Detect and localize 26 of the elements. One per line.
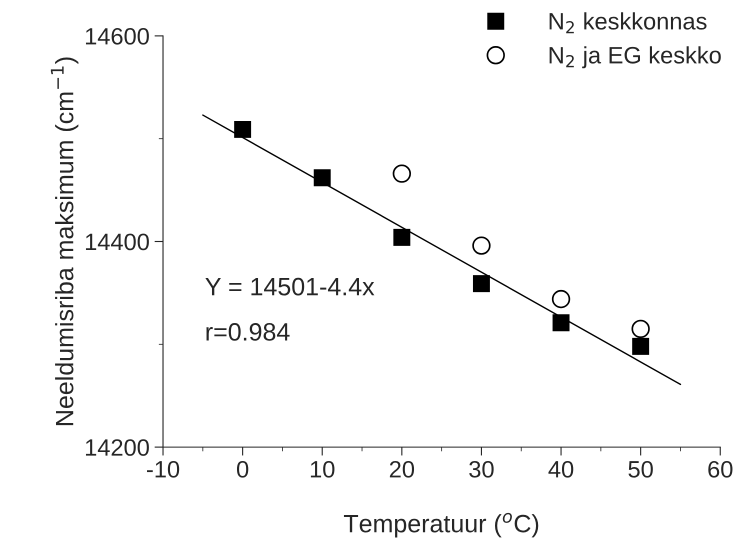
annotation: r=0.984 — [206, 323, 290, 341]
y-tick-label: 14400 — [86, 234, 149, 250]
point — [472, 236, 491, 255]
x-tick-label: 30 — [469, 460, 494, 478]
point — [552, 290, 570, 308]
y-tick-label: 14200 — [86, 439, 149, 456]
x-axis-title: Temperatuur ($^{o}$C) — [344, 512, 538, 538]
y-axis-title: Neeldumisriba maksimum (cm$^{−1}$) — [50, 57, 78, 426]
legend-label: N$_{2}$ ja EG keskko — [550, 46, 721, 68]
legend-label: N$_{2}$ keskkonnas — [550, 12, 707, 34]
x-tick-label: 60 — [708, 460, 732, 478]
x-tick-label: 10 — [310, 460, 334, 478]
point — [393, 228, 410, 246]
point — [392, 164, 411, 183]
x-tick-label: 50 — [628, 460, 653, 478]
y-tick-label: 14600 — [86, 28, 149, 45]
point — [631, 320, 650, 338]
annotation: Y = 14501-4.4x — [205, 278, 374, 296]
x-tick-label: 20 — [390, 460, 414, 478]
point — [552, 314, 570, 332]
point — [234, 120, 252, 138]
x-tick-label: 0 — [236, 460, 248, 478]
x-tick-label: 40 — [548, 460, 574, 478]
point — [632, 338, 650, 355]
point — [472, 275, 490, 292]
x-tick-label: -10 — [147, 460, 180, 478]
